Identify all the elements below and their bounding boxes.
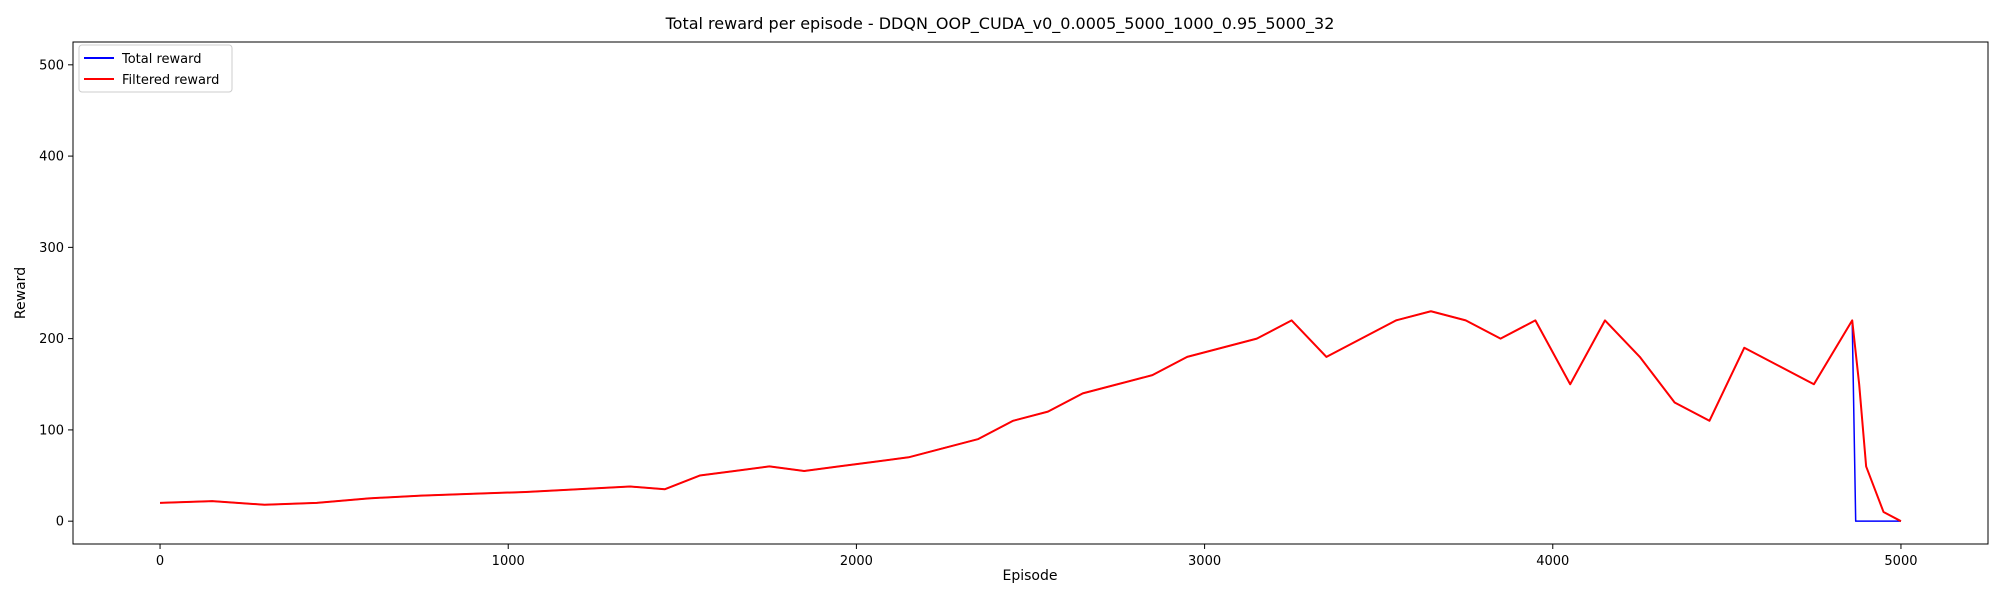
x-tick-label: 0 xyxy=(156,554,164,569)
plot-frame xyxy=(72,41,1989,545)
x-axis-label: Episode xyxy=(1003,568,1058,584)
y-tick-label: 0 xyxy=(56,515,64,530)
y-tick-label: 500 xyxy=(39,58,64,73)
x-tick-label: 1000 xyxy=(492,554,525,569)
legend-box xyxy=(78,44,233,93)
chart-title: Total reward per episode - DDQN_OOP_CUDA… xyxy=(665,14,1335,34)
y-axis: 0 100 200 300 400 500 xyxy=(39,58,73,530)
legend: Total reward Filtered reward xyxy=(78,44,233,93)
x-tick-label: 2000 xyxy=(840,554,873,569)
x-tick-label: 4000 xyxy=(1536,554,1569,569)
x-tick-label: 3000 xyxy=(1188,554,1221,569)
y-tick-label: 200 xyxy=(39,332,64,347)
series-layer xyxy=(160,310,1902,523)
plot-area xyxy=(72,41,1989,545)
legend-label-filtered-reward: Filtered reward xyxy=(122,73,219,88)
legend-label-total-reward: Total reward xyxy=(121,52,202,67)
y-tick-label: 400 xyxy=(39,150,64,165)
x-axis: 0 1000 2000 3000 4000 5000 xyxy=(156,544,1918,569)
y-tick-label: 300 xyxy=(39,241,64,256)
series-line-filtered-reward xyxy=(160,310,1902,523)
y-tick-label: 100 xyxy=(39,423,64,438)
x-tick-label: 5000 xyxy=(1884,554,1917,569)
y-axis-label: Reward xyxy=(13,267,29,319)
